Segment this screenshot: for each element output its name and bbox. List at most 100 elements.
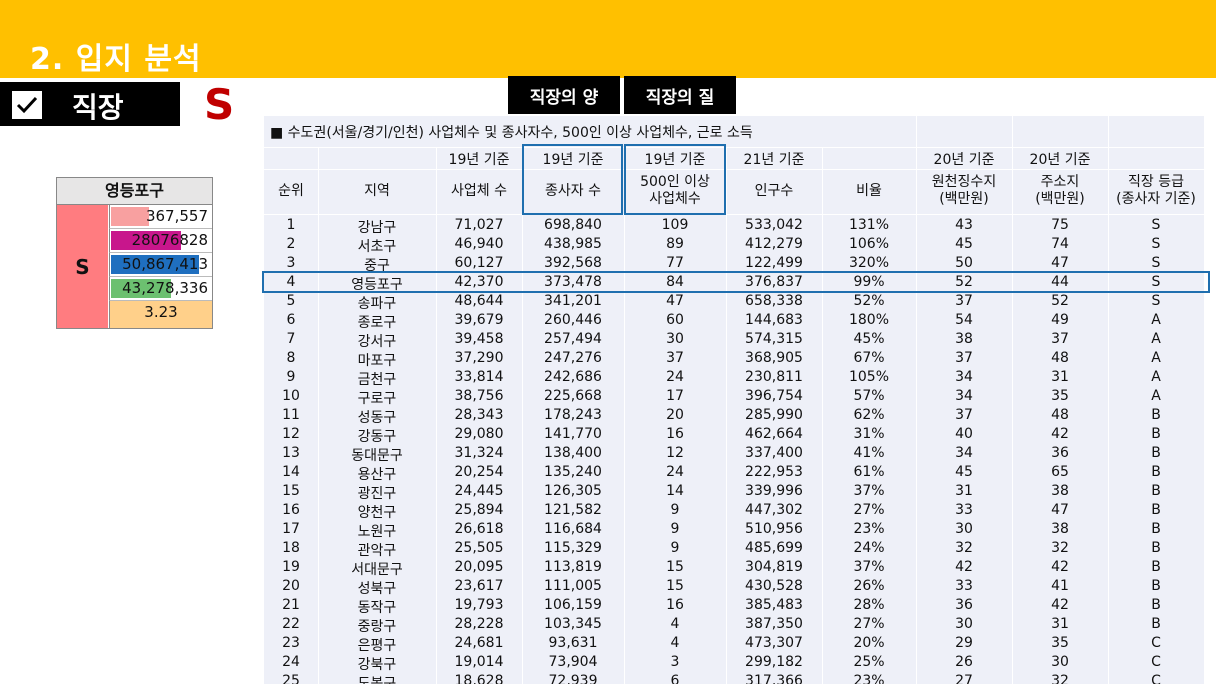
table-cell: 37% xyxy=(853,559,885,575)
table-cell: 116,684 xyxy=(544,521,602,537)
metric-bar xyxy=(111,255,199,274)
table-cell: 138,400 xyxy=(544,445,602,461)
summary-metric: 28076828 xyxy=(109,229,212,253)
column-header[interactable]: 500인 이상 사업체수 xyxy=(640,174,710,207)
table-row[interactable]: 12 강동구 29,080 141,770 16 462,664 31% 40 42 B xyxy=(264,425,1204,445)
column-header[interactable]: 지역 xyxy=(364,183,390,199)
table-cell: 304,819 xyxy=(745,559,803,575)
table-row[interactable]: 10 구로구 38,756 225,668 17 396,754 57% 34 35 A xyxy=(264,387,1204,407)
table-cell: 45 xyxy=(955,236,973,252)
table-row[interactable]: 21 동작구 19,793 106,159 16 385,483 28% 36 42 B xyxy=(264,596,1204,616)
table-row[interactable]: 5 송파구 48,644 341,201 47 658,338 52% 37 52 S xyxy=(264,292,1204,312)
tab-job-quality[interactable]: 직장의 질 xyxy=(624,76,736,114)
table-cell: 131% xyxy=(848,217,890,233)
table-cell: 37 xyxy=(955,293,973,309)
table-cell: 성동구 xyxy=(357,410,397,426)
table-cell: 종로구 xyxy=(357,315,397,331)
table-cell: B xyxy=(1151,426,1161,442)
column-header[interactable]: 종사자 수 xyxy=(545,183,601,199)
table-cell: 47 xyxy=(1051,502,1069,518)
table-row[interactable]: 24 강북구 19,014 73,904 3 299,182 25% 26 30 C xyxy=(264,653,1204,673)
table-cell: 27% xyxy=(853,616,885,632)
table-cell: 31 xyxy=(1051,369,1069,385)
table-row[interactable]: 25 도봉구 18,628 72,939 6 317,366 23% 27 32 C xyxy=(264,672,1204,684)
table-cell: B xyxy=(1151,445,1161,461)
table-cell: 4 xyxy=(670,635,680,651)
table-row[interactable]: 22 중랑구 28,228 103,345 4 387,350 27% 30 31 B xyxy=(264,615,1204,635)
table-row[interactable]: 19 서대문구 20,095 113,819 15 304,819 37% 42 42 B xyxy=(264,558,1204,578)
table-cell: 93,631 xyxy=(548,635,598,651)
table-cell: 31 xyxy=(955,483,973,499)
highlight-box-large-firms xyxy=(624,144,726,215)
table-cell: 373,478 xyxy=(544,274,602,290)
table-cell: 48 xyxy=(1051,407,1069,423)
table-cell: 396,754 xyxy=(745,388,803,404)
table-cell: 141,770 xyxy=(544,426,602,442)
table-cell: 서대문구 xyxy=(351,562,403,578)
table-cell: 23% xyxy=(853,673,885,684)
table-row[interactable]: 17 노원구 26,618 116,684 9 510,956 23% 30 38 B xyxy=(264,520,1204,540)
table-row[interactable]: 7 강서구 39,458 257,494 30 574,315 45% 38 37 A xyxy=(264,330,1204,350)
table-row[interactable]: 16 양천구 25,894 121,582 9 447,302 27% 33 47 B xyxy=(264,501,1204,521)
table-cell: 299,182 xyxy=(745,654,803,670)
table-cell: A xyxy=(1151,350,1161,366)
table-cell: 38,756 xyxy=(454,388,504,404)
table-cell: 노원구 xyxy=(357,524,397,540)
table-row[interactable]: 13 동대문구 31,324 138,400 12 337,400 41% 34 36 B xyxy=(264,444,1204,464)
table-row[interactable]: 15 광진구 24,445 126,305 14 339,996 37% 31 38 B xyxy=(264,482,1204,502)
table-cell: 강서구 xyxy=(357,334,397,350)
table-column-divider xyxy=(436,147,437,684)
table-cell: 135,240 xyxy=(544,464,602,480)
column-header[interactable]: 비율 xyxy=(856,183,882,199)
table-cell: 45% xyxy=(853,331,885,347)
tab-job-quantity[interactable]: 직장의 양 xyxy=(508,76,620,114)
table-cell: 412,279 xyxy=(745,236,803,252)
table-cell: 24 xyxy=(666,464,684,480)
table-cell: 4 xyxy=(670,616,680,632)
table-row[interactable]: 11 성동구 28,343 178,243 20 285,990 62% 37 48 B xyxy=(264,406,1204,426)
table-cell: 38 xyxy=(1051,521,1069,537)
table-cell: 447,302 xyxy=(745,502,803,518)
table-row[interactable]: 18 관악구 25,505 115,329 9 485,699 24% 32 32 B xyxy=(264,539,1204,559)
table-cell: 35 xyxy=(1051,388,1069,404)
metric-bar xyxy=(111,207,149,226)
table-cell: 19,014 xyxy=(454,654,504,670)
table-row[interactable]: 23 은평구 24,681 93,631 4 473,307 20% 29 35 C xyxy=(264,634,1204,654)
table-cell: 510,956 xyxy=(745,521,803,537)
table-title: ■ 수도권(서울/경기/인천) 사업체수 및 종사자수, 500인 이상 사업체… xyxy=(270,125,753,141)
table-cell: 16 xyxy=(666,597,684,613)
category-label: 직장 xyxy=(72,91,124,124)
table-cell: 34 xyxy=(955,388,973,404)
table-cell: C xyxy=(1151,635,1161,651)
table-cell: 도봉구 xyxy=(357,676,397,684)
column-header[interactable]: 주소지 (백만원) xyxy=(1035,174,1085,207)
table-row[interactable]: 4 영등포구 42,370 373,478 84 376,837 99% 52 44 S xyxy=(264,273,1204,293)
table-cell: 111,005 xyxy=(544,578,602,594)
table-cell: 84 xyxy=(666,274,684,290)
table-row[interactable]: 20 성북구 23,617 111,005 15 430,528 26% 33 41 B xyxy=(264,577,1204,597)
table-row[interactable]: 2 서초구 46,940 438,985 89 412,279 106% 45 74 S xyxy=(264,235,1204,255)
table-cell: B xyxy=(1151,521,1161,537)
table-row[interactable]: 8 마포구 37,290 247,276 37 368,905 67% 37 48 A xyxy=(264,349,1204,369)
header-date-cell: 21년 기준 xyxy=(743,152,805,168)
column-header[interactable]: 사업체 수 xyxy=(451,183,507,199)
table-row-divider xyxy=(264,147,1204,148)
table-row[interactable]: 14 용산구 20,254 135,240 24 222,953 61% 45 65 B xyxy=(264,463,1204,483)
column-header[interactable]: 원천징수지 (백만원) xyxy=(931,174,997,207)
table-row[interactable]: 9 금천구 33,814 242,686 24 230,811 105% 34 31 A xyxy=(264,368,1204,388)
table-row[interactable]: 1 강남구 71,027 698,840 109 533,042 131% 43 75 S xyxy=(264,216,1204,236)
table-cell: 339,996 xyxy=(745,483,803,499)
table-row[interactable]: 3 중구 60,127 392,568 77 122,499 320% 50 47 S xyxy=(264,254,1204,274)
table-cell: B xyxy=(1151,559,1161,575)
table-cell: 송파구 xyxy=(357,296,397,312)
table-cell: 32 xyxy=(1051,540,1069,556)
column-header[interactable]: 순위 xyxy=(278,183,304,199)
column-header[interactable]: 인구수 xyxy=(754,183,794,199)
table-cell: 22 xyxy=(282,616,300,632)
table-cell: 103,345 xyxy=(544,616,602,632)
table-row[interactable]: 6 종로구 39,679 260,446 60 144,683 180% 54 49 A xyxy=(264,311,1204,331)
table-cell: 3 xyxy=(670,654,680,670)
column-header[interactable]: 직장 등급 (종사자 기준) xyxy=(1116,174,1196,207)
table-cell: 242,686 xyxy=(544,369,602,385)
table-cell: 16 xyxy=(282,502,300,518)
